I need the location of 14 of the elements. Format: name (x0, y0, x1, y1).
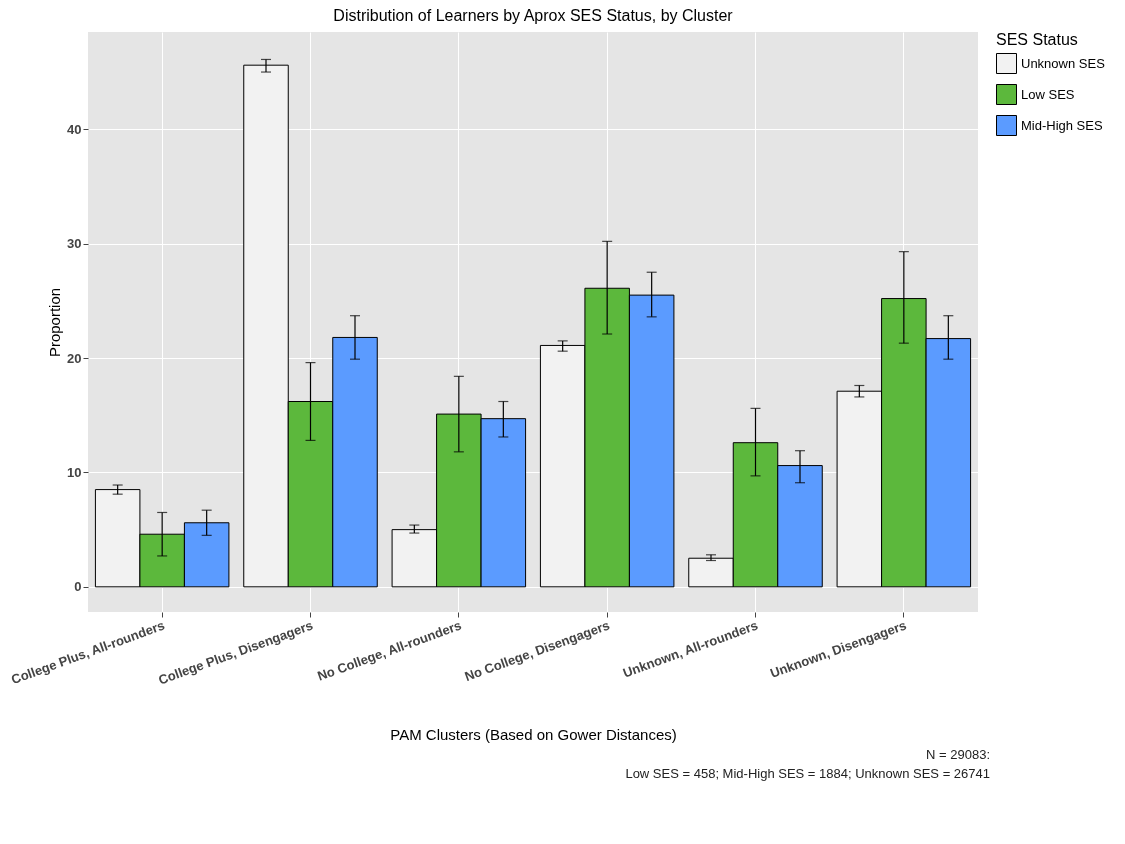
y-axis-title: Proportion (46, 287, 64, 358)
text: N = 29083: (925, 747, 990, 762)
y-tick-label: 0 (74, 579, 82, 595)
y-tick-label: 20 (67, 350, 82, 366)
legend-title: SES Status (996, 31, 1078, 48)
text: Low SES = 458; Mid-High SES = 1884; Unknown SES = 26741 (624, 766, 990, 781)
y-tick-label: 30 (67, 236, 82, 252)
y-tick-label: 10 (67, 464, 82, 480)
x-axis-title: PAM Clusters (Based on Gower Distances) (390, 725, 677, 743)
legend-label: Mid-High SES (1021, 117, 1103, 133)
legend-label: Low SES (1021, 86, 1075, 102)
y-tick-label: 40 (67, 121, 82, 137)
chart-title: Distribution of Learners by Aprox SES Status, by Cluster (333, 7, 734, 24)
legend-label: Unknown SES (1021, 55, 1106, 71)
